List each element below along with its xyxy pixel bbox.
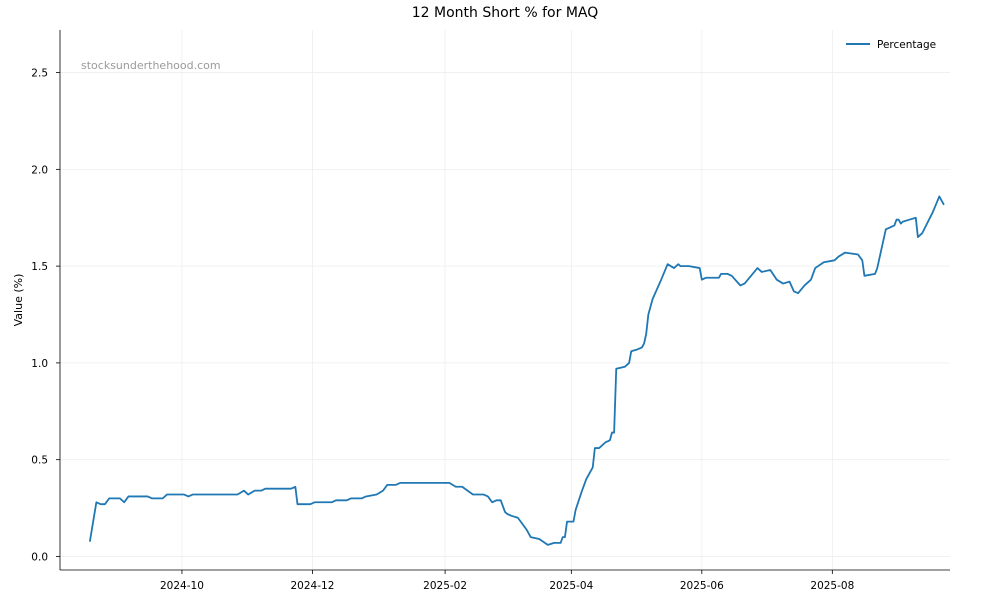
series-lines <box>89 195 945 546</box>
y-tick-label: 0.0 <box>31 551 48 563</box>
grid <box>60 30 950 570</box>
y-axis-label: Value (%) <box>12 274 25 327</box>
x-tick-label: 2024-12 <box>291 580 335 592</box>
x-tick-label: 2025-08 <box>810 580 854 592</box>
y-tick-label: 0.5 <box>31 455 48 467</box>
y-tick-label: 2.0 <box>31 164 48 176</box>
x-tick-label: 2024-10 <box>160 580 204 592</box>
legend-label-percentage: Percentage <box>877 39 936 51</box>
y-tick-label: 2.5 <box>31 68 48 80</box>
x-tick-label: 2025-04 <box>549 580 593 592</box>
legend: Percentage <box>846 39 936 51</box>
watermark-text: stocksunderthehood.com <box>81 59 221 72</box>
y-tick-label: 1.0 <box>31 358 48 370</box>
chart-title: 12 Month Short % for MAQ <box>412 5 599 21</box>
x-tick-label: 2025-02 <box>423 580 467 592</box>
y-tick-label: 1.5 <box>31 261 48 273</box>
axis-ticks: 0.0 0.5 1.0 1.5 2.0 2.5 2024-10 2024-12 2025-02 2… <box>31 68 854 592</box>
axes-spines <box>59 30 950 571</box>
series-line-percentage <box>89 195 945 546</box>
x-tick-label: 2025-06 <box>680 580 724 592</box>
